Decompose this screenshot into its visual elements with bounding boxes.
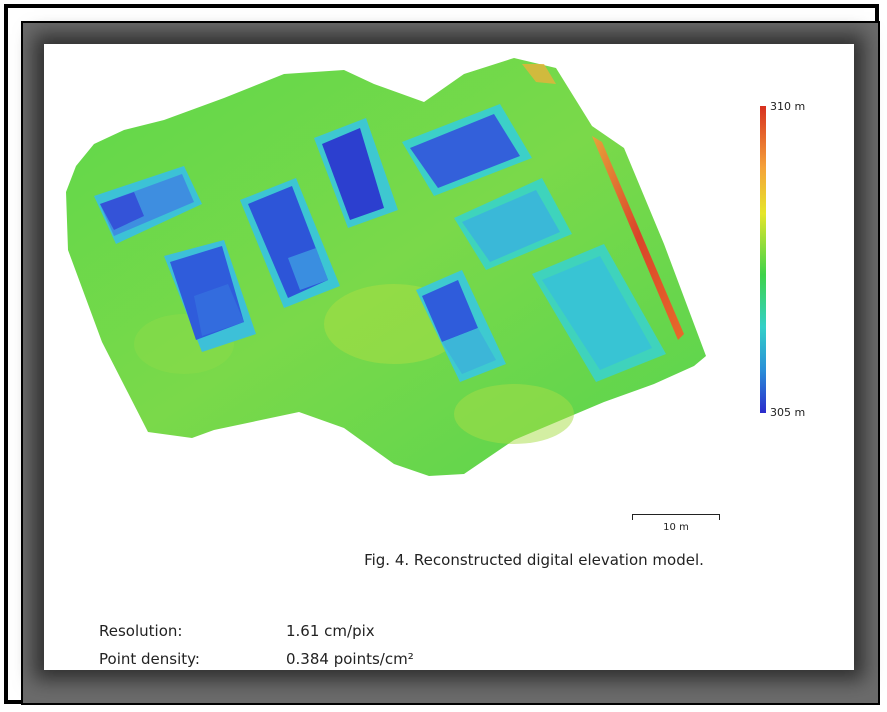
report-page: 310 m 305 m 10 m Fig. 4. Reconstructed d… (44, 44, 854, 670)
legend-min-label: 305 m (770, 406, 806, 419)
building-7 (416, 270, 506, 382)
scale-bar (632, 514, 720, 520)
info-row-resolution: Resolution: 1.61 cm/pix (99, 622, 375, 640)
info-row-point-density: Point density: 0.384 points/cm² (99, 650, 414, 668)
building-2 (164, 240, 256, 352)
elevation-legend-bar (760, 106, 766, 413)
terrain-mosaic (66, 58, 706, 476)
info-value: 0.384 points/cm² (286, 650, 414, 668)
ridge-edge (592, 136, 684, 340)
terrain-patch (454, 384, 574, 444)
info-value: 1.61 cm/pix (286, 622, 375, 640)
info-key: Resolution: (99, 622, 183, 640)
building-3 (240, 178, 340, 308)
figure-caption: Fig. 4. Reconstructed digital elevation … (364, 551, 704, 569)
building-8 (532, 244, 666, 382)
building-4 (314, 118, 398, 228)
elevation-map (66, 58, 706, 476)
info-key: Point density: (99, 650, 200, 668)
building-1 (94, 166, 202, 244)
building-5 (402, 104, 532, 196)
building-6 (454, 178, 572, 270)
scale-bar-label: 10 m (663, 522, 689, 533)
legend-max-label: 310 m (770, 100, 806, 113)
ridge-top (522, 64, 556, 84)
